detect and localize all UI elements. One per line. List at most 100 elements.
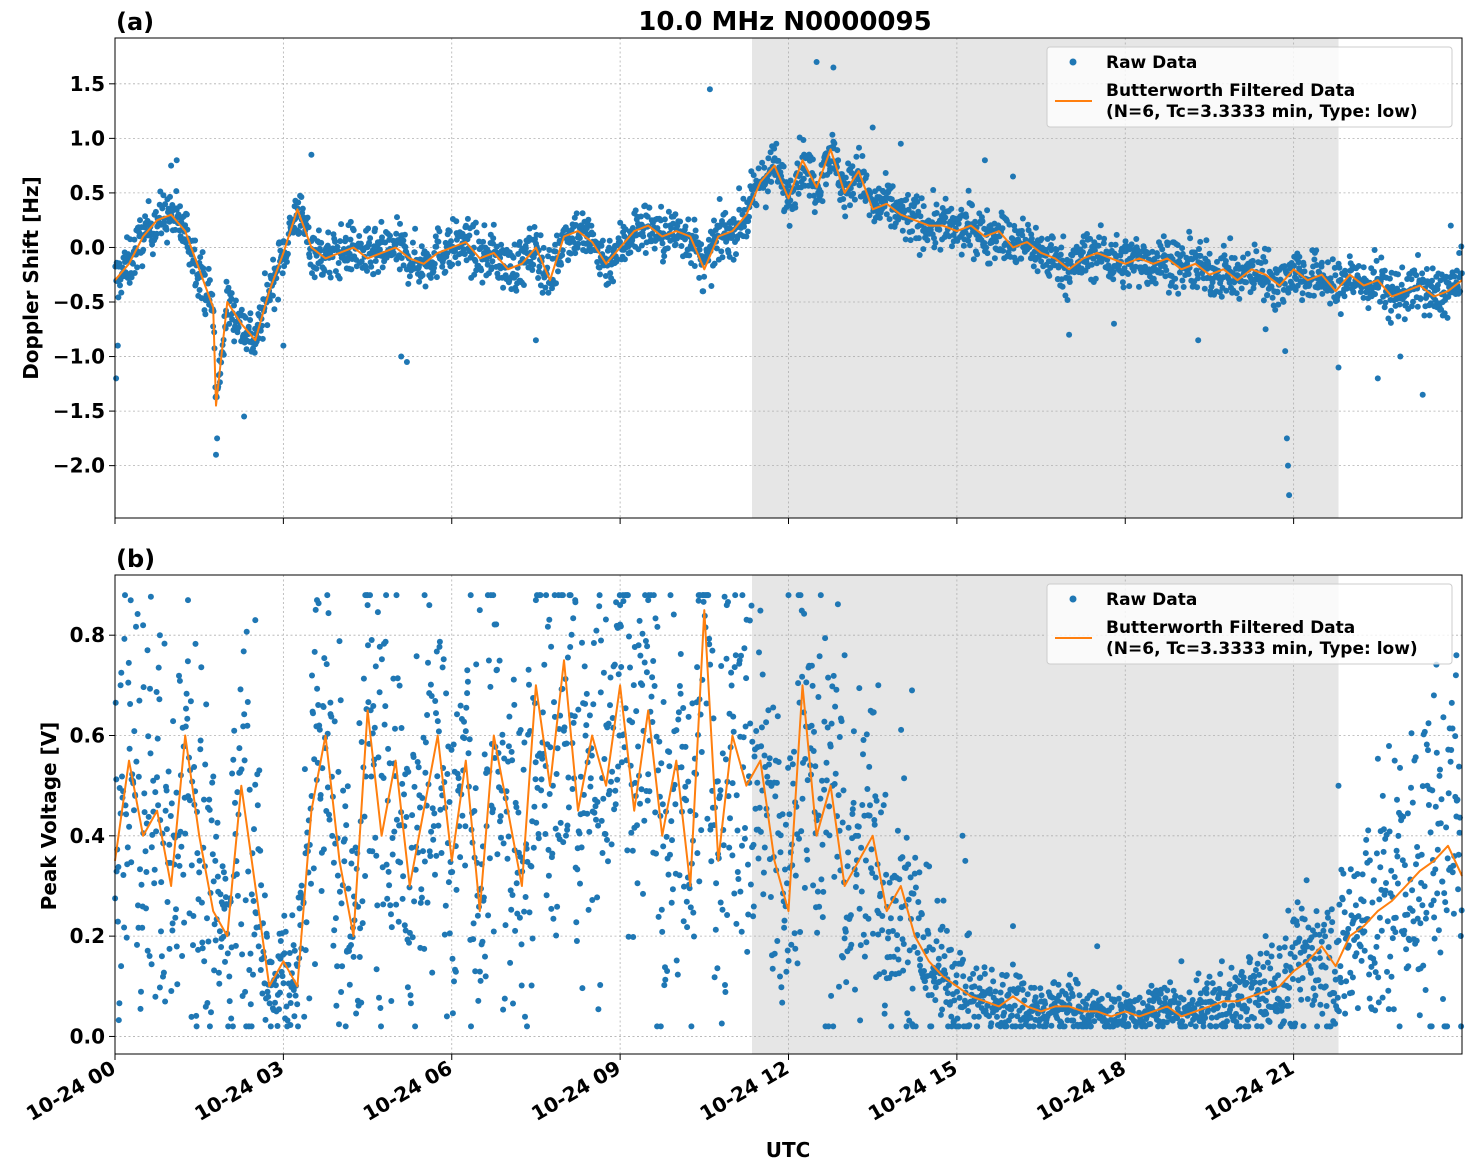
raw-data-point <box>139 263 146 270</box>
raw-data-point <box>629 719 636 726</box>
raw-data-point <box>242 897 249 904</box>
raw-data-point <box>857 942 864 949</box>
raw-data-point <box>941 953 948 960</box>
raw-data-point <box>722 982 728 988</box>
raw-data-point <box>532 337 539 344</box>
raw-data-point <box>248 1023 255 1030</box>
raw-data-point <box>751 753 758 760</box>
raw-data-point <box>464 678 471 685</box>
raw-data-point <box>479 279 486 286</box>
raw-data-point <box>1025 221 1031 228</box>
raw-data-point <box>1081 242 1088 249</box>
raw-data-point <box>677 651 684 657</box>
raw-data-point <box>1124 992 1131 998</box>
raw-data-point <box>966 232 972 239</box>
raw-data-point <box>1282 348 1289 355</box>
raw-data-point <box>215 969 222 976</box>
raw-data-point <box>609 768 616 775</box>
raw-data-point <box>390 250 397 256</box>
raw-data-point <box>1175 1000 1182 1007</box>
raw-data-point <box>838 171 845 178</box>
raw-data-point <box>1218 958 1225 965</box>
raw-data-point <box>602 616 609 623</box>
raw-data-point <box>414 759 421 765</box>
raw-data-point <box>810 882 817 889</box>
raw-data-point <box>342 234 349 241</box>
raw-data-point <box>633 708 640 715</box>
raw-data-point <box>212 857 219 864</box>
raw-data-point <box>451 978 457 985</box>
raw-data-point <box>822 635 829 642</box>
raw-data-point <box>434 773 441 780</box>
raw-data-point <box>792 204 799 211</box>
raw-data-point <box>173 906 179 913</box>
raw-data-point <box>376 246 383 253</box>
raw-data-point <box>888 1023 895 1030</box>
raw-data-point <box>343 822 350 829</box>
raw-data-point <box>381 721 388 728</box>
raw-data-point <box>863 731 870 738</box>
raw-data-point <box>795 680 802 687</box>
raw-data-point <box>192 237 199 244</box>
raw-data-point <box>415 764 422 771</box>
raw-data-point <box>652 615 659 622</box>
raw-data-point <box>638 242 645 249</box>
raw-data-point <box>750 172 757 179</box>
raw-data-point <box>1244 1006 1251 1012</box>
raw-data-point <box>931 244 938 251</box>
raw-data-point <box>851 196 858 203</box>
raw-data-point <box>393 816 400 823</box>
raw-data-point <box>957 949 964 956</box>
raw-data-point <box>934 897 941 904</box>
raw-data-point <box>674 222 681 229</box>
raw-data-point <box>705 236 712 243</box>
raw-data-point <box>606 244 613 251</box>
raw-data-point <box>872 874 879 881</box>
raw-data-point <box>255 943 262 950</box>
raw-data-point <box>561 724 568 731</box>
raw-data-point <box>722 756 729 763</box>
raw-data-point <box>149 251 156 258</box>
raw-data-point <box>597 271 603 278</box>
raw-data-point <box>356 954 363 960</box>
raw-data-point <box>359 898 366 905</box>
raw-data-point <box>330 859 337 866</box>
raw-data-point <box>966 930 972 937</box>
raw-data-point <box>510 676 517 683</box>
raw-data-point <box>870 930 876 937</box>
raw-data-point <box>627 249 634 256</box>
raw-data-point <box>526 681 532 688</box>
raw-data-point <box>639 630 646 637</box>
raw-data-point <box>182 222 189 229</box>
raw-data-point <box>153 689 160 695</box>
raw-data-point <box>535 268 542 275</box>
raw-data-point <box>308 880 314 887</box>
raw-data-point <box>359 920 366 927</box>
raw-data-point <box>723 655 730 662</box>
raw-data-point <box>1204 980 1211 987</box>
raw-data-point <box>911 944 918 950</box>
raw-data-point <box>1398 281 1405 288</box>
raw-data-point <box>407 992 414 999</box>
raw-data-point <box>1172 992 1179 999</box>
raw-data-point <box>449 869 456 875</box>
raw-data-point <box>942 195 949 202</box>
raw-data-point <box>498 834 504 841</box>
raw-data-point <box>216 980 223 987</box>
raw-data-point <box>452 247 458 254</box>
raw-data-point <box>955 220 962 227</box>
raw-data-point <box>1180 284 1187 290</box>
raw-data-point <box>1350 289 1357 296</box>
raw-data-point <box>1381 267 1388 274</box>
raw-data-point <box>131 236 138 243</box>
raw-data-point <box>494 851 501 858</box>
raw-data-point <box>360 675 367 682</box>
raw-data-point <box>644 643 651 650</box>
raw-data-point <box>358 739 365 745</box>
raw-data-point <box>138 988 144 995</box>
raw-data-point <box>438 850 445 856</box>
raw-data-point <box>505 833 512 840</box>
raw-data-point <box>907 237 914 244</box>
figure-title: 10.0 MHz N0000095 <box>638 7 931 37</box>
raw-data-point <box>691 216 698 223</box>
